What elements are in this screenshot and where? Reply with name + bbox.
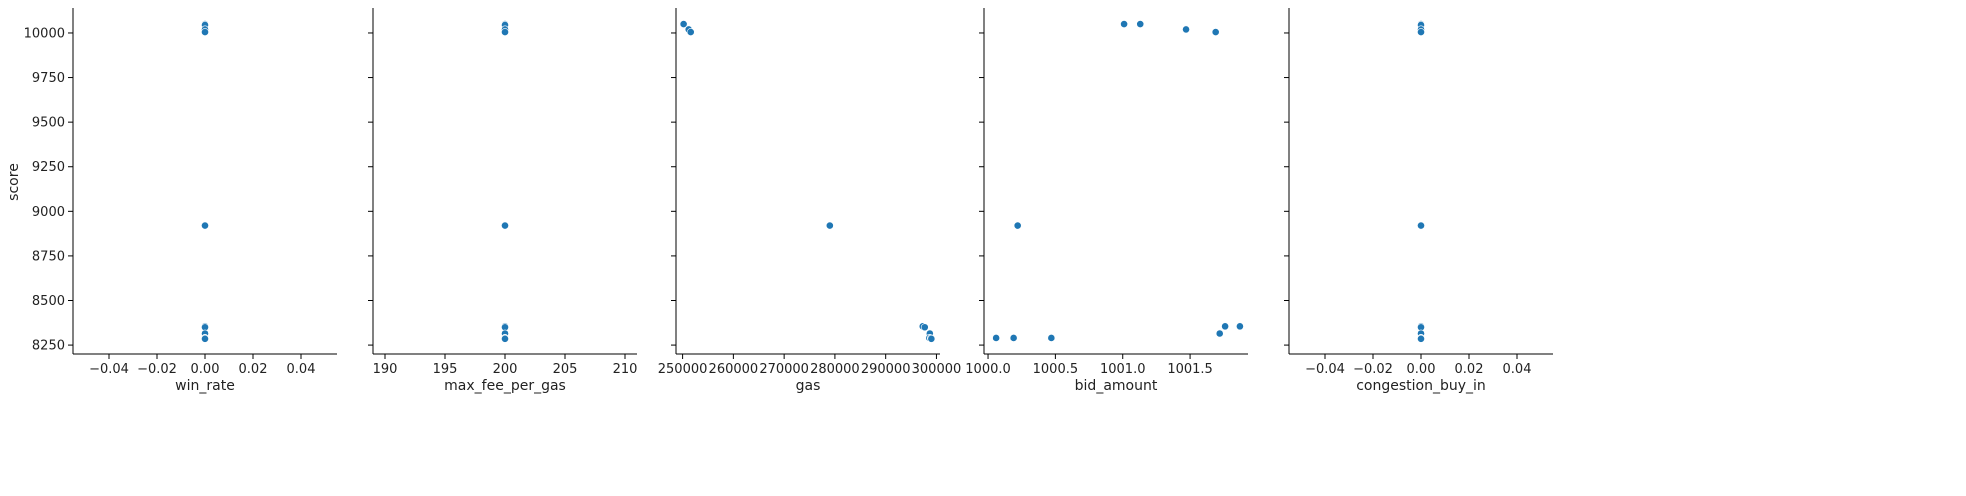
scatter-panel-bid_amount: 1000.0 1000.5 1001.0 1001.5 bid_amount (965, 8, 1248, 394)
y-tick-label: 8250 (32, 339, 65, 354)
scatter-point (920, 323, 929, 332)
scatter-point (825, 221, 834, 230)
x-tick-label: 205 (553, 362, 578, 377)
scatter-point (501, 221, 509, 230)
scatter-point (501, 28, 509, 36)
x-tick-label: 270000 (759, 362, 809, 377)
scatter-point (1221, 322, 1230, 331)
x-tick-label: 195 (433, 362, 458, 377)
x-axis-label: gas (796, 378, 821, 394)
scatter-panel-max_fee_per_gas: 190 195 200 205 210 max_fee_per_gas (368, 8, 637, 394)
scatter-point (201, 334, 209, 343)
x-tick-label: 1000.5 (1033, 362, 1079, 377)
x-tick-label: 1001.0 (1100, 362, 1146, 377)
y-axis-label: score (6, 163, 22, 201)
x-axis-label: max_fee_per_gas (444, 378, 566, 394)
x-tick-label: −0.04 (89, 362, 129, 377)
x-tick-label: 250000 (658, 362, 708, 377)
y-tick-label: 9000 (32, 205, 65, 220)
x-tick-label: −0.04 (1305, 362, 1345, 377)
y-tick-label: 9750 (32, 71, 65, 86)
scatter-point (201, 28, 209, 36)
x-tick-label: −0.02 (137, 362, 177, 377)
x-tick-label: 0.04 (287, 362, 316, 377)
x-tick-label: 0.04 (1503, 362, 1532, 377)
y-tick-label: 9500 (32, 116, 65, 131)
scatter-point (1009, 334, 1018, 342)
x-tick-label: 260000 (709, 362, 759, 377)
scatter-point (201, 221, 209, 230)
x-axis-label: bid_amount (1075, 378, 1158, 394)
scatter-point (1236, 322, 1244, 331)
scatter-point (1182, 25, 1190, 34)
y-tick-label: 8750 (32, 249, 65, 264)
scatter-point (1047, 334, 1056, 342)
x-tick-label: 280000 (810, 362, 860, 377)
scatter-point (686, 28, 695, 36)
scatter-point (1417, 221, 1425, 230)
scatter-point (1215, 329, 1224, 338)
x-axis-label: win_rate (175, 378, 235, 394)
y-tick-label: 8500 (32, 294, 65, 309)
x-tick-label: 300000 (912, 362, 962, 377)
scatter-point (927, 334, 936, 343)
scatter-point (992, 334, 1001, 342)
scatter-point (1417, 334, 1425, 343)
y-tick-label: 9250 (32, 160, 65, 175)
scatter-point (1136, 20, 1145, 28)
scatter-panel-gas: 250000 260000 270000 280000 290000 300000 gas (658, 8, 961, 394)
scatter-point (1211, 28, 1220, 36)
x-tick-label: −0.02 (1353, 362, 1393, 377)
x-tick-label: 210 (613, 362, 638, 377)
y-tick-label: 10000 (24, 26, 65, 41)
x-tick-label: 1001.5 (1167, 362, 1213, 377)
x-tick-label: 190 (373, 362, 398, 377)
x-tick-label: 290000 (861, 362, 911, 377)
x-tick-label: 1000.0 (965, 362, 1011, 377)
x-tick-label: 200 (493, 362, 518, 377)
scatter-point (1120, 20, 1128, 28)
scatter-panel-win_rate: 8250 8500 8750 9000 9250 9500 9750 10000 −0.04 −0… (24, 8, 337, 394)
x-tick-label: 0.00 (1407, 362, 1436, 377)
x-tick-label: 0.02 (1455, 362, 1484, 377)
scatter-point (679, 20, 688, 28)
scatter-point (501, 334, 509, 343)
x-tick-label: 0.02 (239, 362, 268, 377)
x-axis-label: congestion_buy_in (1356, 378, 1486, 394)
scatter-panel-congestion_buy_in: −0.04 −0.02 0.00 0.02 0.04 congestion_buy_in (1284, 8, 1553, 394)
x-tick-label: 0.00 (191, 362, 220, 377)
scatter-point (1417, 28, 1425, 36)
scatter-point (1013, 221, 1022, 230)
